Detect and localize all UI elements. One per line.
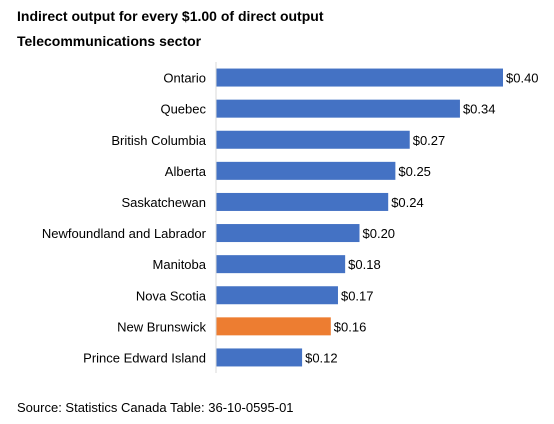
category-label: Newfoundland and Labrador bbox=[42, 226, 207, 241]
chart-subtitle: Telecommunications sector bbox=[17, 33, 202, 49]
category-label: Prince Edward Island bbox=[83, 350, 206, 365]
bar bbox=[216, 317, 331, 336]
bar bbox=[216, 161, 396, 180]
category-label: Quebec bbox=[160, 102, 206, 117]
data-label: $0.20 bbox=[363, 226, 396, 241]
category-label: British Columbia bbox=[111, 133, 206, 148]
data-label: $0.40 bbox=[506, 71, 539, 86]
bar bbox=[216, 224, 360, 243]
chart-title: Indirect output for every $1.00 of direc… bbox=[17, 8, 324, 24]
bar bbox=[216, 192, 389, 211]
data-label: $0.24 bbox=[391, 195, 424, 210]
data-label: $0.16 bbox=[334, 319, 367, 334]
bar bbox=[216, 286, 338, 305]
bar bbox=[216, 99, 460, 118]
data-label: $0.17 bbox=[341, 288, 374, 303]
data-label: $0.25 bbox=[398, 164, 431, 179]
bar bbox=[216, 348, 303, 367]
data-label: $0.12 bbox=[305, 350, 338, 365]
data-label: $0.18 bbox=[348, 257, 381, 272]
category-label: Alberta bbox=[165, 164, 207, 179]
category-label: Manitoba bbox=[153, 257, 207, 272]
category-label: Ontario bbox=[163, 71, 206, 86]
data-label: $0.34 bbox=[463, 102, 496, 117]
category-label: Saskatchewan bbox=[121, 195, 206, 210]
category-label: New Brunswick bbox=[117, 319, 206, 334]
category-label: Nova Scotia bbox=[136, 288, 207, 303]
data-label: $0.27 bbox=[413, 133, 446, 148]
bar bbox=[216, 255, 346, 274]
bar bbox=[216, 68, 503, 87]
bar bbox=[216, 130, 410, 149]
source-note: Source: Statistics Canada Table: 36-10-0… bbox=[17, 400, 294, 415]
